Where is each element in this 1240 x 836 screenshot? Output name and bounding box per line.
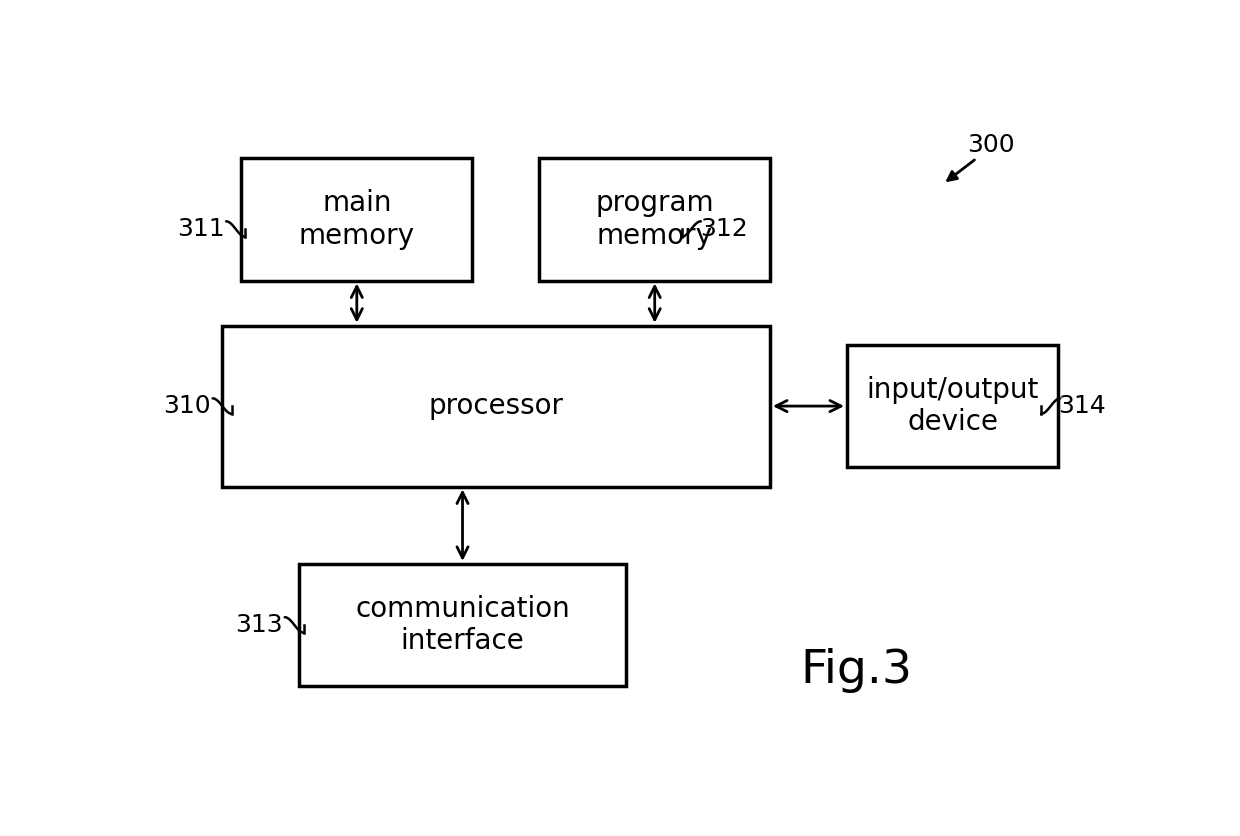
Text: main
memory: main memory: [299, 189, 415, 250]
Text: 312: 312: [701, 217, 748, 241]
Text: program
memory: program memory: [595, 189, 714, 250]
Text: communication
interface: communication interface: [355, 594, 570, 655]
Bar: [222, 326, 770, 487]
Text: 310: 310: [162, 394, 211, 418]
Bar: [847, 345, 1058, 467]
Text: processor: processor: [429, 392, 564, 420]
Text: 313: 313: [234, 613, 283, 637]
Text: input/output
device: input/output device: [867, 376, 1039, 436]
Bar: [242, 158, 472, 281]
Bar: [539, 158, 770, 281]
Text: 314: 314: [1059, 394, 1106, 418]
Text: 300: 300: [967, 134, 1014, 157]
Text: Fig.3: Fig.3: [801, 648, 913, 692]
Bar: [299, 563, 626, 686]
Text: 311: 311: [177, 217, 224, 241]
